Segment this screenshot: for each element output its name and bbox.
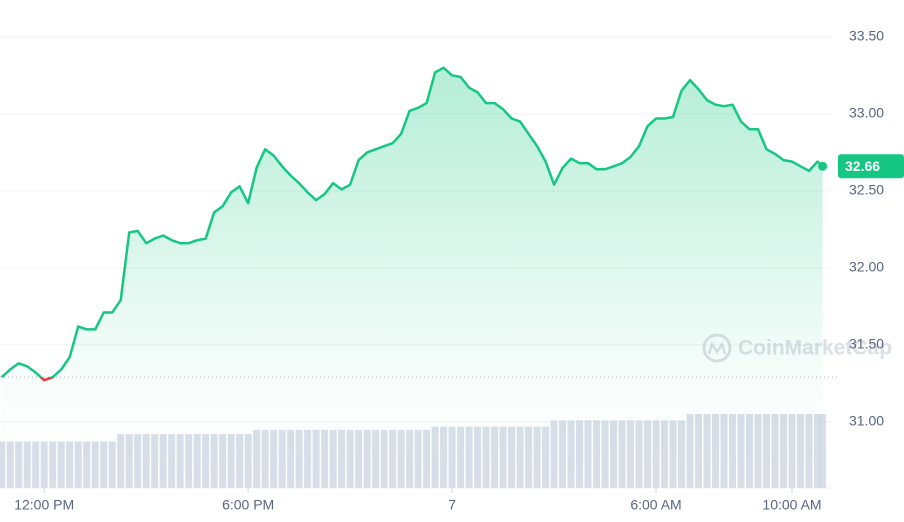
watermark: CoinMarketCap (702, 333, 892, 363)
x-tick-label: 12:00 PM (14, 497, 74, 513)
price-area (1, 67, 823, 488)
last-price-label: 32.66 (845, 158, 880, 174)
y-tick-label: 33.50 (849, 28, 884, 44)
watermark-text: CoinMarketCap (738, 337, 892, 360)
y-tick-label: 33.00 (849, 105, 884, 121)
price-line (0, 66, 824, 378)
y-tick-label: 32.00 (849, 259, 884, 275)
x-tick-label: 6:00 PM (222, 497, 274, 513)
y-tick-label: 31.00 (849, 413, 884, 429)
x-tick-label: 10:00 AM (762, 497, 821, 513)
x-tick-label: 6:00 AM (630, 497, 681, 513)
y-tick-label: 31.50 (849, 336, 884, 352)
x-tick-label: 7 (448, 497, 456, 513)
y-tick-label: 32.50 (849, 182, 884, 198)
last-price-dot (818, 161, 828, 171)
last-price-tag (838, 154, 904, 179)
